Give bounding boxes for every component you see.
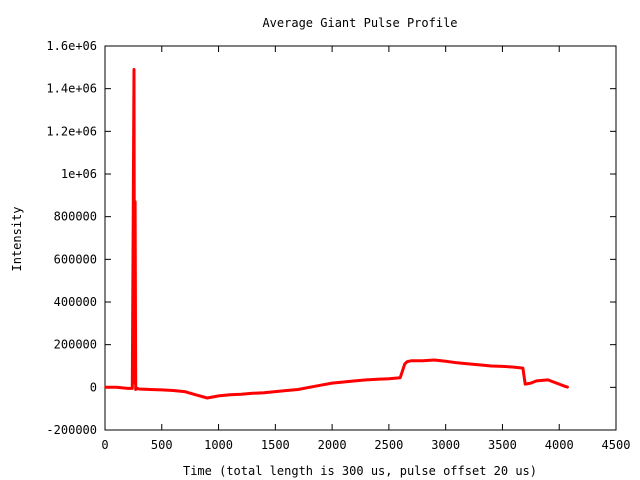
y-tick-label: 200000 xyxy=(54,338,97,352)
x-tick-label: 1500 xyxy=(261,438,290,452)
data-point xyxy=(172,389,174,392)
data-point xyxy=(240,393,243,396)
data-point xyxy=(149,388,152,391)
y-tick-label: 600000 xyxy=(54,252,97,266)
data-point xyxy=(552,381,555,383)
series-line xyxy=(105,68,569,400)
data-point xyxy=(133,68,135,71)
data-point xyxy=(229,394,231,396)
data-point xyxy=(195,394,197,396)
data-point xyxy=(376,378,379,381)
data-point xyxy=(406,360,408,363)
series-layer xyxy=(104,68,570,400)
data-point xyxy=(564,385,566,388)
data-point xyxy=(456,362,458,364)
data-point xyxy=(183,390,186,393)
data-point xyxy=(342,381,345,383)
data-point xyxy=(354,380,356,382)
x-tick-label: 0 xyxy=(101,438,108,452)
y-axis-label: Intensity xyxy=(10,206,24,271)
x-tick-label: 500 xyxy=(151,438,173,452)
data-point xyxy=(133,382,136,384)
x-tick-label: 4500 xyxy=(602,438,631,452)
data-point xyxy=(522,367,524,369)
data-point xyxy=(444,360,447,363)
y-tick-label: 1.4e+06 xyxy=(46,82,97,96)
data-point xyxy=(115,386,118,389)
data-point xyxy=(365,379,368,381)
data-point xyxy=(467,363,470,365)
data-point xyxy=(478,364,481,366)
data-point xyxy=(535,380,538,382)
data-point xyxy=(161,389,163,391)
data-point xyxy=(433,359,436,361)
y-axis-ticks: -200000 0 200000 400000 600000 800000 1e+06 1.2… xyxy=(46,39,616,437)
data-point xyxy=(331,382,333,384)
data-point xyxy=(131,387,134,390)
x-tick-label: 1000 xyxy=(204,438,233,452)
chart-title: Average Giant Pulse Profile xyxy=(262,16,457,30)
data-point xyxy=(285,389,288,392)
data-point xyxy=(136,387,139,390)
y-tick-label: -200000 xyxy=(46,423,97,437)
y-tick-label: 800000 xyxy=(54,210,97,224)
plot-frame xyxy=(104,45,617,431)
x-tick-label: 2500 xyxy=(374,438,403,452)
data-point xyxy=(524,383,526,385)
data-point xyxy=(490,365,492,367)
data-point xyxy=(217,395,220,397)
y-tick-label: 1e+06 xyxy=(61,167,97,181)
data-point xyxy=(126,387,129,390)
data-point xyxy=(404,363,406,365)
x-tick-label: 3000 xyxy=(431,438,460,452)
data-point xyxy=(410,359,413,362)
data-point xyxy=(206,397,208,399)
data-point xyxy=(388,378,390,380)
x-axis-label: Time (total length is 300 us, pulse offs… xyxy=(183,464,537,478)
data-point xyxy=(274,390,277,393)
data-point xyxy=(320,384,322,387)
data-point xyxy=(104,386,106,389)
x-tick-label: 2000 xyxy=(318,438,347,452)
data-point xyxy=(567,386,570,389)
y-tick-label: 1.6e+06 xyxy=(46,39,97,53)
x-axis-ticks: 0 500 1000 1500 2000 2500 3000 3500 4000 4500 xyxy=(101,46,630,452)
x-tick-label: 3500 xyxy=(488,438,517,452)
data-point xyxy=(308,386,311,389)
data-point xyxy=(251,392,254,395)
x-tick-label: 4000 xyxy=(545,438,574,452)
data-point xyxy=(558,383,560,385)
data-point xyxy=(501,365,504,368)
data-point xyxy=(138,388,140,390)
data-point xyxy=(263,391,265,394)
data-point xyxy=(547,379,549,381)
data-point xyxy=(134,200,136,203)
data-point xyxy=(134,388,137,391)
y-tick-label: 400000 xyxy=(54,295,97,309)
data-point xyxy=(297,388,299,391)
y-tick-label: 1.2e+06 xyxy=(46,124,97,138)
data-point xyxy=(399,376,402,379)
y-tick-label: 0 xyxy=(90,380,97,394)
data-point xyxy=(422,359,424,362)
data-point xyxy=(530,382,532,384)
data-point xyxy=(513,366,515,368)
